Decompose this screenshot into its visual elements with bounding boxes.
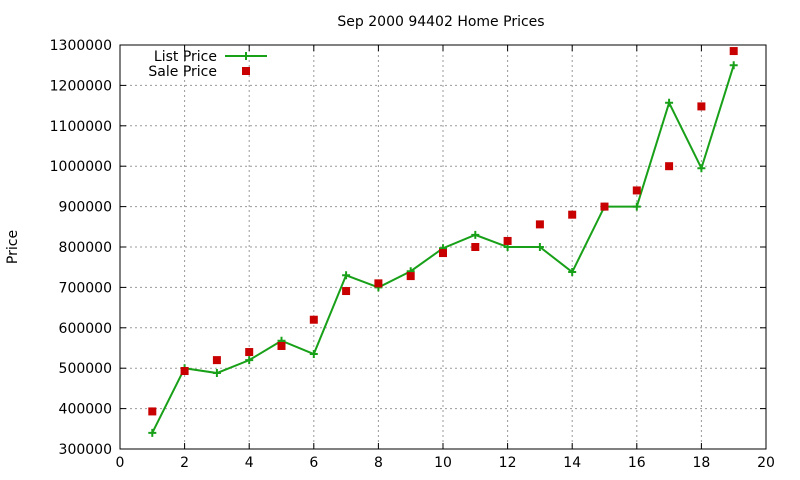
series-sale-price <box>148 47 738 416</box>
data-point-list-price <box>535 243 544 251</box>
data-point-sale-price <box>697 102 706 111</box>
data-point-sale-price <box>503 236 512 245</box>
grid-lines <box>120 45 766 449</box>
y-tick-label: 900000 <box>59 200 112 216</box>
data-point-sale-price <box>212 356 221 365</box>
data-point-sale-price <box>148 407 157 416</box>
x-tick-label: 10 <box>434 455 452 471</box>
x-tick-label: 16 <box>628 455 646 471</box>
data-point-list-price <box>309 350 318 359</box>
data-point-list-price <box>148 428 157 437</box>
data-point-sale-price <box>342 287 351 296</box>
x-tick-label: 20 <box>757 455 775 471</box>
x-tick-label: 2 <box>180 455 189 471</box>
axis-ticks <box>119 44 767 450</box>
data-point-list-price <box>568 268 577 277</box>
x-tick-labels: 0 2 4 6 8 10 12 14 16 18 20 <box>116 455 775 471</box>
y-tick-label: 1200000 <box>50 78 112 94</box>
data-point-sale-price <box>180 367 189 376</box>
y-tick-label: 600000 <box>59 321 112 337</box>
data-point-sale-price <box>665 162 674 171</box>
data-point-sale-price <box>277 341 286 350</box>
data-point-list-price <box>342 271 351 280</box>
data-point-sale-price <box>600 202 609 211</box>
y-tick-label: 500000 <box>59 361 112 377</box>
data-point-sale-price <box>729 47 738 56</box>
y-tick-label: 300000 <box>59 442 112 458</box>
data-point-sale-price <box>309 315 318 324</box>
data-point-sale-price <box>471 243 480 251</box>
data-point-sale-price <box>568 210 577 219</box>
data-point-sale-price <box>245 348 254 357</box>
data-point-list-price <box>245 356 254 365</box>
y-tick-labels: 300000 400000 500000 600000 700000 800000 9000… <box>50 38 112 458</box>
x-tick-label: 4 <box>245 455 254 471</box>
data-point-list-price <box>697 164 706 173</box>
x-tick-label: 12 <box>499 455 517 471</box>
y-tick-label: 1100000 <box>50 119 112 135</box>
y-tick-label: 400000 <box>59 402 112 418</box>
data-point-list-price <box>729 61 738 70</box>
x-tick-label: 8 <box>374 455 383 471</box>
data-point-sale-price <box>632 186 641 195</box>
legend-marker-sale-price <box>242 67 250 75</box>
y-tick-label: 1000000 <box>50 159 112 175</box>
x-tick-label: 18 <box>692 455 710 471</box>
data-point-sale-price <box>374 279 383 288</box>
x-tick-label: 6 <box>309 455 318 471</box>
data-point-sale-price <box>535 220 544 229</box>
y-tick-label: 800000 <box>59 240 112 256</box>
data-point-list-price <box>665 98 674 107</box>
data-point-list-price <box>632 202 641 211</box>
data-point-list-price <box>471 230 480 239</box>
data-point-sale-price <box>439 249 447 258</box>
legend-label-sale-price: Sale Price <box>148 64 217 80</box>
series-layer <box>148 47 738 437</box>
y-tick-label: 700000 <box>59 280 112 296</box>
legend-marker-list-price <box>242 52 250 60</box>
y-axis-label: Price <box>5 230 21 264</box>
x-tick-label: 14 <box>563 455 581 471</box>
chart-title: Sep 2000 94402 Home Prices <box>337 14 544 30</box>
data-point-list-price <box>212 369 221 378</box>
x-tick-label: 0 <box>116 455 125 471</box>
data-point-sale-price <box>406 272 415 281</box>
y-tick-label: 1300000 <box>50 38 112 54</box>
legend: List Price Sale Price <box>148 49 267 80</box>
legend-label-list-price: List Price <box>154 49 217 65</box>
